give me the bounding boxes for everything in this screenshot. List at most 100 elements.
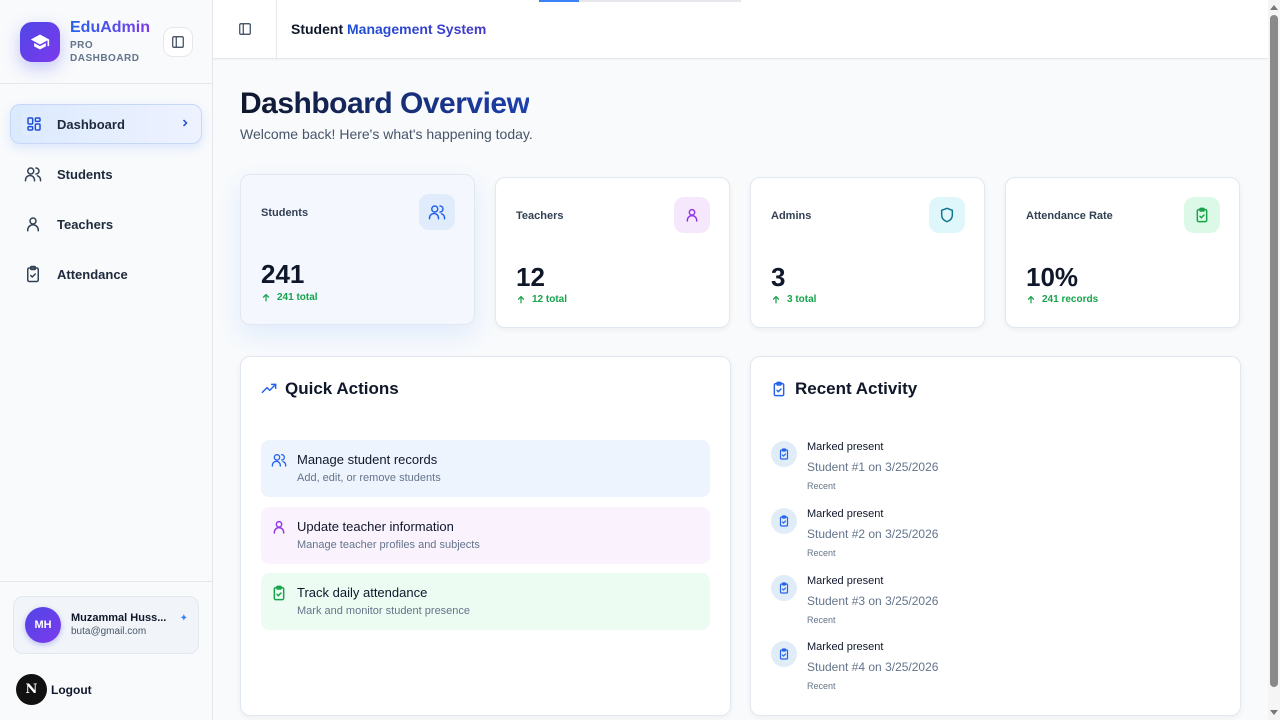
arrow-up-icon [1027, 295, 1035, 303]
sidebar-collapse-button[interactable] [163, 27, 193, 57]
stat-trend: 241 records [1026, 294, 1098, 305]
clipboard-check-icon [773, 381, 785, 397]
stat-trend: 241 total [261, 292, 318, 303]
stat-label: Students [261, 207, 309, 219]
graduation-cap-icon [20, 21, 60, 62]
arrow-up-icon [517, 295, 525, 303]
logout-label: Logout [51, 682, 92, 697]
top-header: Student Management System [213, 0, 1268, 59]
page-scrollbar[interactable] [1268, 0, 1280, 720]
clipboard-check-icon [771, 508, 797, 534]
stat-trend-text: 3 total [787, 294, 817, 305]
stat-label: Attendance Rate [1026, 210, 1113, 222]
layout-grid-icon [22, 112, 46, 136]
avatar: MH [25, 607, 61, 643]
page-subtitle: Welcome back! Here's what's happening to… [240, 126, 533, 142]
activity-item: Marked present Student #3 on 3/25/2026 R… [771, 575, 1211, 635]
stat-card-attendance-rate[interactable]: Attendance Rate 10% 241 records [1005, 177, 1240, 328]
sidebar-item-teachers[interactable]: Teachers [10, 204, 202, 244]
clipboard-check-icon [1184, 197, 1220, 233]
sidebar-toggle-button[interactable] [213, 0, 277, 59]
app-title-part1: Student [291, 21, 344, 37]
stat-trend-text: 241 records [1042, 294, 1099, 305]
clipboard-check-icon [271, 585, 287, 606]
quick-actions-title: Quick Actions [285, 379, 399, 398]
user-email: buta@gmail.com [71, 626, 147, 637]
stat-label: Teachers [516, 210, 564, 222]
recent-activity-panel: Recent Activity Marked present Student #… [750, 356, 1241, 716]
sidebar-item-attendance[interactable]: Attendance [10, 254, 202, 294]
arrow-up-icon [262, 293, 270, 301]
sidebar-item-label: Dashboard [57, 116, 125, 132]
main-content: Dashboard Overview Welcome back! Here's … [213, 60, 1268, 720]
quick-action-update-teachers[interactable]: Update teacher information Manage teache… [261, 507, 710, 564]
chevron-right-icon [179, 117, 191, 132]
scrollbar-thumb[interactable] [1270, 15, 1278, 687]
recent-activity-header: Recent Activity [771, 379, 917, 399]
sidebar-item-students[interactable]: Students [10, 154, 202, 194]
page-loading-progress [539, 0, 741, 2]
activity-detail: Student #3 on 3/25/2026 [807, 594, 939, 608]
scroll-up-arrow-icon[interactable] [1270, 5, 1278, 10]
page-title: Dashboard Overview [240, 87, 530, 120]
stat-trend: 12 total [516, 294, 567, 305]
sidebar-footer: MH Muzammal Huss... buta@gmail.com ✦ N L… [0, 581, 212, 705]
panel-left-icon [172, 36, 184, 48]
scroll-down-arrow-icon[interactable] [1270, 710, 1278, 715]
activity-item: Marked present Student #2 on 3/25/2026 R… [771, 508, 1211, 568]
clipboard-check-icon [771, 575, 797, 601]
activity-time: Recent [807, 481, 836, 491]
activity-time: Recent [807, 681, 836, 691]
user-name: Muzammal Huss... [71, 612, 167, 624]
logout-button[interactable]: N Logout [16, 674, 212, 705]
user-icon [271, 519, 287, 540]
next-badge-icon[interactable]: N [16, 674, 47, 705]
sidebar-nav: Dashboard Students Teachers Attendance [0, 84, 212, 294]
activity-title: Marked present [807, 508, 884, 520]
stat-trend-text: 241 total [277, 292, 318, 303]
activity-title: Marked present [807, 641, 884, 653]
quick-actions-panel: Quick Actions Manage student records Add… [240, 356, 731, 716]
stat-card-admins[interactable]: Admins 3 3 total [750, 177, 985, 328]
shield-icon [929, 197, 965, 233]
quick-actions-header: Quick Actions [261, 379, 399, 399]
brand-subtitle-2: DASHBOARD [70, 52, 140, 64]
stat-value: 10% [1026, 262, 1079, 292]
trending-up-icon [261, 383, 277, 394]
brand-name: EduAdmin [70, 18, 150, 36]
arrow-up-icon [772, 295, 780, 303]
app-title-part2: Management System [347, 21, 487, 37]
quick-action-manage-students[interactable]: Manage student records Add, edit, or rem… [261, 440, 710, 497]
stat-label: Admins [771, 210, 812, 222]
activity-item: Marked present Student #4 on 3/25/2026 R… [771, 641, 1211, 701]
user-icon [674, 197, 710, 233]
recent-activity-title: Recent Activity [795, 379, 918, 398]
user-profile-card[interactable]: MH Muzammal Huss... buta@gmail.com ✦ [13, 596, 199, 654]
sidebar-item-dashboard[interactable]: Dashboard [10, 104, 202, 144]
quick-action-title: Update teacher information [297, 519, 454, 534]
users-icon [22, 163, 44, 185]
activity-detail: Student #2 on 3/25/2026 [807, 527, 939, 541]
quick-action-title: Manage student records [297, 452, 438, 467]
users-icon [271, 452, 287, 473]
users-icon [419, 194, 455, 230]
panel-left-icon [238, 23, 251, 35]
stat-value: 3 [771, 262, 786, 292]
sidebar: EduAdmin PRO DASHBOARD Dashboard Student… [0, 0, 213, 720]
stat-card-teachers[interactable]: Teachers 12 12 total [495, 177, 730, 328]
quick-action-track-attendance[interactable]: Track daily attendance Mark and monitor … [261, 573, 710, 630]
quick-action-desc: Add, edit, or remove students [297, 472, 441, 484]
stat-trend-text: 12 total [532, 294, 568, 305]
brand-header: EduAdmin PRO DASHBOARD [0, 0, 212, 84]
stat-card-students[interactable]: Students 241 241 total [240, 174, 475, 325]
activity-title: Marked present [807, 441, 884, 453]
sidebar-item-label: Teachers [57, 216, 114, 232]
sidebar-item-label: Students [57, 166, 113, 182]
stat-value: 241 [261, 259, 305, 289]
quick-action-desc: Manage teacher profiles and subjects [297, 539, 480, 551]
quick-action-desc: Mark and monitor student presence [297, 605, 471, 617]
quick-action-title: Track daily attendance [297, 585, 428, 600]
activity-time: Recent [807, 615, 836, 625]
progress-fill [539, 0, 579, 2]
brand-subtitle: PRO [70, 39, 94, 51]
